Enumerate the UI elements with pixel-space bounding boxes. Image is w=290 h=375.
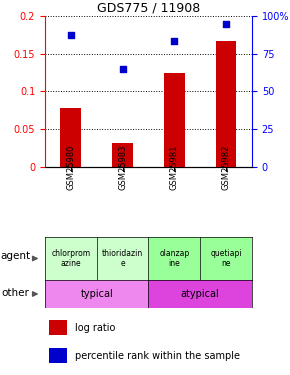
Title: GDS775 / 11908: GDS775 / 11908 [97, 2, 200, 15]
Text: thioridazin
e: thioridazin e [102, 249, 143, 268]
Point [224, 21, 229, 27]
Bar [61, 108, 81, 167]
Bar [164, 73, 185, 167]
Bar [112, 143, 133, 167]
Text: GSM25980: GSM25980 [66, 144, 75, 190]
Text: GSM25982: GSM25982 [222, 144, 231, 190]
Text: other: other [2, 288, 30, 298]
Text: atypical: atypical [181, 289, 220, 299]
Point [120, 66, 125, 72]
Text: percentile rank within the sample: percentile rank within the sample [75, 351, 240, 361]
Text: quetiapi
ne: quetiapi ne [210, 249, 242, 268]
Bar [49, 320, 67, 335]
Point [68, 32, 73, 38]
Text: GSM25981: GSM25981 [170, 144, 179, 190]
Text: typical: typical [80, 289, 113, 299]
Bar [49, 348, 67, 363]
Text: olanzap
ine: olanzap ine [159, 249, 189, 268]
Text: chlorprom
azine: chlorprom azine [51, 249, 90, 268]
Text: GSM25983: GSM25983 [118, 144, 127, 190]
Point [172, 38, 177, 44]
Bar [216, 41, 236, 167]
Text: log ratio: log ratio [75, 323, 116, 333]
Text: agent: agent [1, 251, 31, 261]
